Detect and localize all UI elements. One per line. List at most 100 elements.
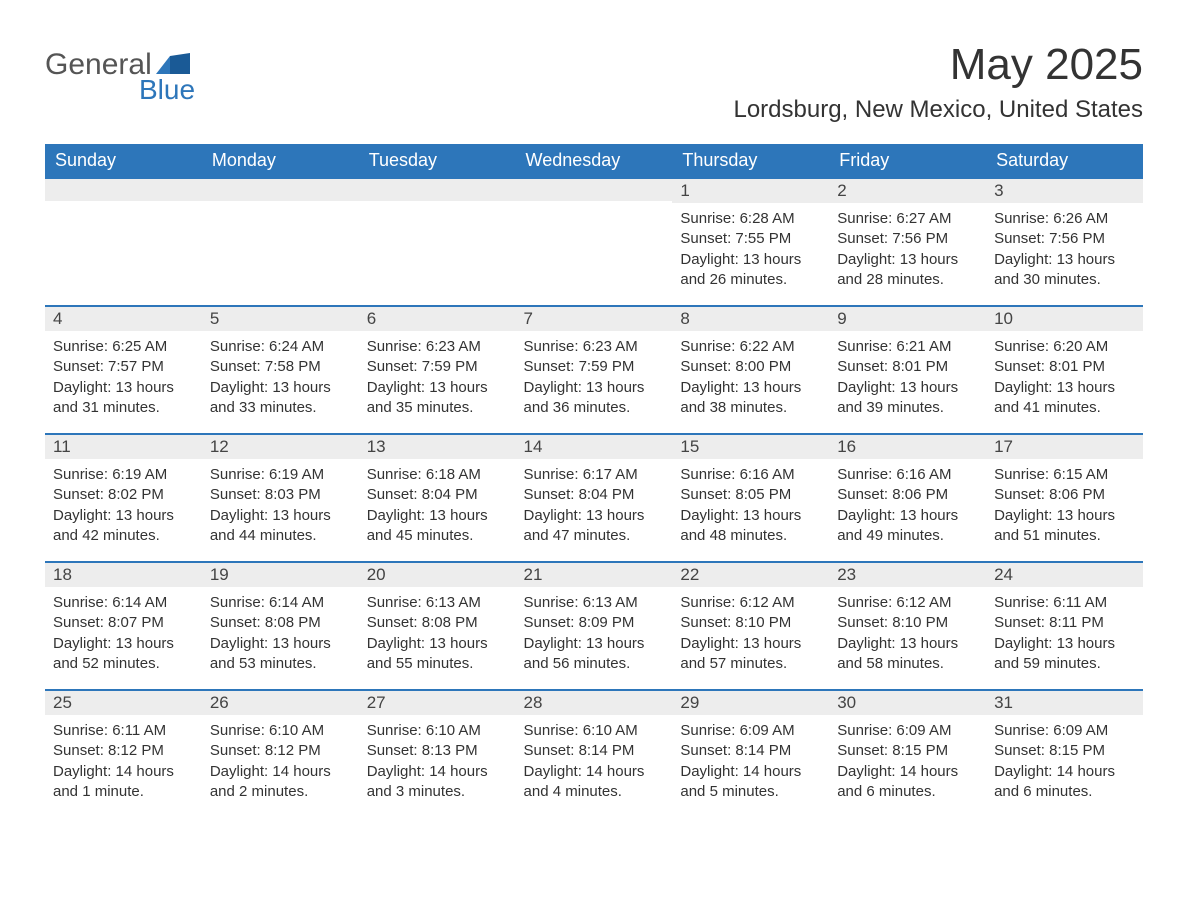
calendar-day-cell: 1Sunrise: 6:28 AMSunset: 7:55 PMDaylight… (672, 177, 829, 305)
location-label: Lordsburg, New Mexico, United States (733, 96, 1143, 124)
day-details: Sunrise: 6:22 AMSunset: 8:00 PMDaylight:… (672, 331, 829, 426)
day-details: Sunrise: 6:23 AMSunset: 7:59 PMDaylight:… (516, 331, 673, 426)
calendar-day-cell (359, 177, 516, 305)
day-details: Sunrise: 6:14 AMSunset: 8:08 PMDaylight:… (202, 587, 359, 682)
sunrise-line: Sunrise: 6:20 AM (994, 337, 1135, 357)
month-title: May 2025 (733, 40, 1143, 90)
daylight-line: Daylight: 14 hours and 2 minutes. (210, 762, 351, 803)
sunrise-line: Sunrise: 6:13 AM (524, 593, 665, 613)
calendar-day-cell: 16Sunrise: 6:16 AMSunset: 8:06 PMDayligh… (829, 433, 986, 561)
calendar-day-cell: 30Sunrise: 6:09 AMSunset: 8:15 PMDayligh… (829, 689, 986, 817)
sunrise-line: Sunrise: 6:10 AM (210, 721, 351, 741)
day-details: Sunrise: 6:18 AMSunset: 8:04 PMDaylight:… (359, 459, 516, 554)
daylight-line: Daylight: 13 hours and 30 minutes. (994, 250, 1135, 291)
day-number: 12 (202, 433, 359, 459)
day-number: 18 (45, 561, 202, 587)
sunrise-line: Sunrise: 6:09 AM (837, 721, 978, 741)
day-number: 16 (829, 433, 986, 459)
daylight-line: Daylight: 14 hours and 5 minutes. (680, 762, 821, 803)
calendar-day-cell: 3Sunrise: 6:26 AMSunset: 7:56 PMDaylight… (986, 177, 1143, 305)
day-number: 31 (986, 689, 1143, 715)
calendar-day-cell: 13Sunrise: 6:18 AMSunset: 8:04 PMDayligh… (359, 433, 516, 561)
day-details: Sunrise: 6:27 AMSunset: 7:56 PMDaylight:… (829, 203, 986, 298)
sunset-line: Sunset: 8:06 PM (837, 485, 978, 505)
calendar-day-cell: 12Sunrise: 6:19 AMSunset: 8:03 PMDayligh… (202, 433, 359, 561)
day-number: 24 (986, 561, 1143, 587)
day-number: 29 (672, 689, 829, 715)
day-details: Sunrise: 6:10 AMSunset: 8:13 PMDaylight:… (359, 715, 516, 810)
empty-day-bar (359, 177, 516, 201)
daylight-line: Daylight: 14 hours and 6 minutes. (994, 762, 1135, 803)
day-details: Sunrise: 6:13 AMSunset: 8:08 PMDaylight:… (359, 587, 516, 682)
sunset-line: Sunset: 7:55 PM (680, 229, 821, 249)
day-number: 17 (986, 433, 1143, 459)
day-details: Sunrise: 6:16 AMSunset: 8:06 PMDaylight:… (829, 459, 986, 554)
day-number: 2 (829, 177, 986, 203)
day-details: Sunrise: 6:21 AMSunset: 8:01 PMDaylight:… (829, 331, 986, 426)
sunset-line: Sunset: 8:08 PM (367, 613, 508, 633)
sunset-line: Sunset: 7:56 PM (837, 229, 978, 249)
weekday-header: Tuesday (359, 144, 516, 177)
calendar-day-cell: 2Sunrise: 6:27 AMSunset: 7:56 PMDaylight… (829, 177, 986, 305)
calendar-day-cell: 25Sunrise: 6:11 AMSunset: 8:12 PMDayligh… (45, 689, 202, 817)
day-details: Sunrise: 6:12 AMSunset: 8:10 PMDaylight:… (829, 587, 986, 682)
sunrise-line: Sunrise: 6:19 AM (53, 465, 194, 485)
day-number: 3 (986, 177, 1143, 203)
weekday-header-row: SundayMondayTuesdayWednesdayThursdayFrid… (45, 144, 1143, 177)
daylight-line: Daylight: 13 hours and 51 minutes. (994, 506, 1135, 547)
daylight-line: Daylight: 13 hours and 36 minutes. (524, 378, 665, 419)
calendar-day-cell: 5Sunrise: 6:24 AMSunset: 7:58 PMDaylight… (202, 305, 359, 433)
daylight-line: Daylight: 13 hours and 41 minutes. (994, 378, 1135, 419)
calendar-day-cell (202, 177, 359, 305)
sunrise-line: Sunrise: 6:27 AM (837, 209, 978, 229)
daylight-line: Daylight: 13 hours and 52 minutes. (53, 634, 194, 675)
sunrise-line: Sunrise: 6:16 AM (837, 465, 978, 485)
daylight-line: Daylight: 13 hours and 56 minutes. (524, 634, 665, 675)
sunrise-line: Sunrise: 6:14 AM (53, 593, 194, 613)
day-number: 7 (516, 305, 673, 331)
daylight-line: Daylight: 13 hours and 26 minutes. (680, 250, 821, 291)
weekday-header: Friday (829, 144, 986, 177)
calendar-day-cell: 9Sunrise: 6:21 AMSunset: 8:01 PMDaylight… (829, 305, 986, 433)
day-details: Sunrise: 6:26 AMSunset: 7:56 PMDaylight:… (986, 203, 1143, 298)
empty-day-bar (516, 177, 673, 201)
sunset-line: Sunset: 8:01 PM (837, 357, 978, 377)
daylight-line: Daylight: 13 hours and 39 minutes. (837, 378, 978, 419)
calendar-day-cell: 24Sunrise: 6:11 AMSunset: 8:11 PMDayligh… (986, 561, 1143, 689)
day-number: 15 (672, 433, 829, 459)
day-details: Sunrise: 6:11 AMSunset: 8:11 PMDaylight:… (986, 587, 1143, 682)
calendar-day-cell: 23Sunrise: 6:12 AMSunset: 8:10 PMDayligh… (829, 561, 986, 689)
weekday-header: Saturday (986, 144, 1143, 177)
day-details: Sunrise: 6:17 AMSunset: 8:04 PMDaylight:… (516, 459, 673, 554)
day-number: 21 (516, 561, 673, 587)
day-number: 20 (359, 561, 516, 587)
day-number: 1 (672, 177, 829, 203)
daylight-line: Daylight: 13 hours and 38 minutes. (680, 378, 821, 419)
day-details: Sunrise: 6:09 AMSunset: 8:15 PMDaylight:… (986, 715, 1143, 810)
calendar-day-cell: 7Sunrise: 6:23 AMSunset: 7:59 PMDaylight… (516, 305, 673, 433)
daylight-line: Daylight: 13 hours and 33 minutes. (210, 378, 351, 419)
day-details: Sunrise: 6:25 AMSunset: 7:57 PMDaylight:… (45, 331, 202, 426)
sunrise-line: Sunrise: 6:11 AM (994, 593, 1135, 613)
sunset-line: Sunset: 8:01 PM (994, 357, 1135, 377)
calendar-day-cell: 20Sunrise: 6:13 AMSunset: 8:08 PMDayligh… (359, 561, 516, 689)
calendar-week-row: 18Sunrise: 6:14 AMSunset: 8:07 PMDayligh… (45, 561, 1143, 689)
day-details: Sunrise: 6:24 AMSunset: 7:58 PMDaylight:… (202, 331, 359, 426)
sunset-line: Sunset: 8:10 PM (837, 613, 978, 633)
empty-day-bar (202, 177, 359, 201)
calendar-day-cell: 27Sunrise: 6:10 AMSunset: 8:13 PMDayligh… (359, 689, 516, 817)
sunrise-line: Sunrise: 6:23 AM (367, 337, 508, 357)
sunset-line: Sunset: 8:08 PM (210, 613, 351, 633)
day-number: 30 (829, 689, 986, 715)
weekday-header: Wednesday (516, 144, 673, 177)
calendar-week-row: 4Sunrise: 6:25 AMSunset: 7:57 PMDaylight… (45, 305, 1143, 433)
weekday-header: Sunday (45, 144, 202, 177)
day-number: 25 (45, 689, 202, 715)
logo-text-blue: Blue (139, 74, 195, 106)
day-details: Sunrise: 6:16 AMSunset: 8:05 PMDaylight:… (672, 459, 829, 554)
calendar-day-cell: 8Sunrise: 6:22 AMSunset: 8:00 PMDaylight… (672, 305, 829, 433)
day-details: Sunrise: 6:11 AMSunset: 8:12 PMDaylight:… (45, 715, 202, 810)
daylight-line: Daylight: 13 hours and 45 minutes. (367, 506, 508, 547)
sunset-line: Sunset: 8:06 PM (994, 485, 1135, 505)
daylight-line: Daylight: 13 hours and 31 minutes. (53, 378, 194, 419)
